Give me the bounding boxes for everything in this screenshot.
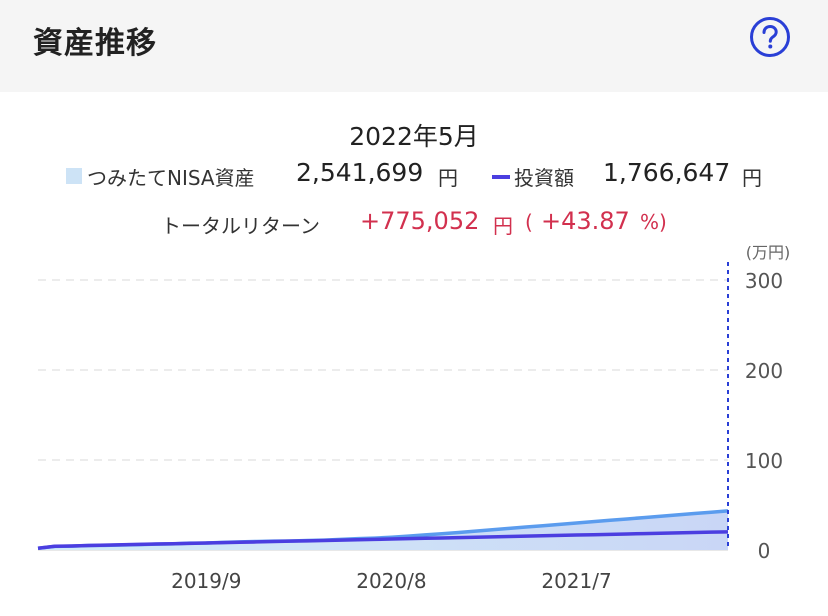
asset-area bbox=[38, 510, 728, 550]
return-paren-open: ( bbox=[525, 210, 533, 234]
return-unit: 円 bbox=[493, 214, 513, 238]
return-label: トータルリターン bbox=[161, 214, 320, 238]
asset-legend-label: つみたてNISA資産 bbox=[87, 166, 255, 190]
invest-unit: 円 bbox=[742, 166, 762, 190]
asset-unit: 円 bbox=[438, 166, 458, 190]
asset-value: 2,541,699 bbox=[296, 158, 424, 187]
y-tick-label: 100 bbox=[745, 449, 783, 473]
page-header: 資産推移 bbox=[0, 0, 828, 92]
selected-date: 2022年5月 bbox=[349, 122, 479, 151]
invest-legend-swatch bbox=[492, 175, 510, 179]
x-tick-label: 2021/7 bbox=[541, 569, 611, 593]
return-percent-unit: %) bbox=[640, 210, 667, 234]
invest-line bbox=[37, 530, 729, 550]
asset-legend-swatch bbox=[66, 168, 82, 184]
total-return-row: トータルリターン +775,052 円 ( +43.87 %) bbox=[0, 207, 828, 242]
return-percent: +43.87 bbox=[541, 207, 630, 235]
page-title: 資産推移 bbox=[33, 26, 157, 61]
x-tick-label: 2019/9 bbox=[171, 569, 241, 593]
y-tick-label: 0 bbox=[758, 539, 771, 563]
y-unit-label: (万円) bbox=[746, 243, 791, 262]
grid-lines bbox=[38, 279, 728, 551]
invest-legend-label: 投資額 bbox=[514, 166, 574, 190]
invest-value: 1,766,647 bbox=[603, 158, 731, 187]
asset-chart[interactable]: (万円) 0 100 200 300 2019/9 2020/8 2021/7 bbox=[0, 236, 828, 616]
y-tick-label: 200 bbox=[745, 359, 783, 383]
legend-row: つみたてNISA資産 2,541,699 円 投資額 1,766,647 円 bbox=[0, 158, 828, 194]
x-tick-label: 2020/8 bbox=[356, 569, 426, 593]
question-circle-icon[interactable] bbox=[749, 16, 791, 58]
y-tick-label: 300 bbox=[745, 269, 783, 293]
return-value: +775,052 bbox=[360, 207, 480, 235]
